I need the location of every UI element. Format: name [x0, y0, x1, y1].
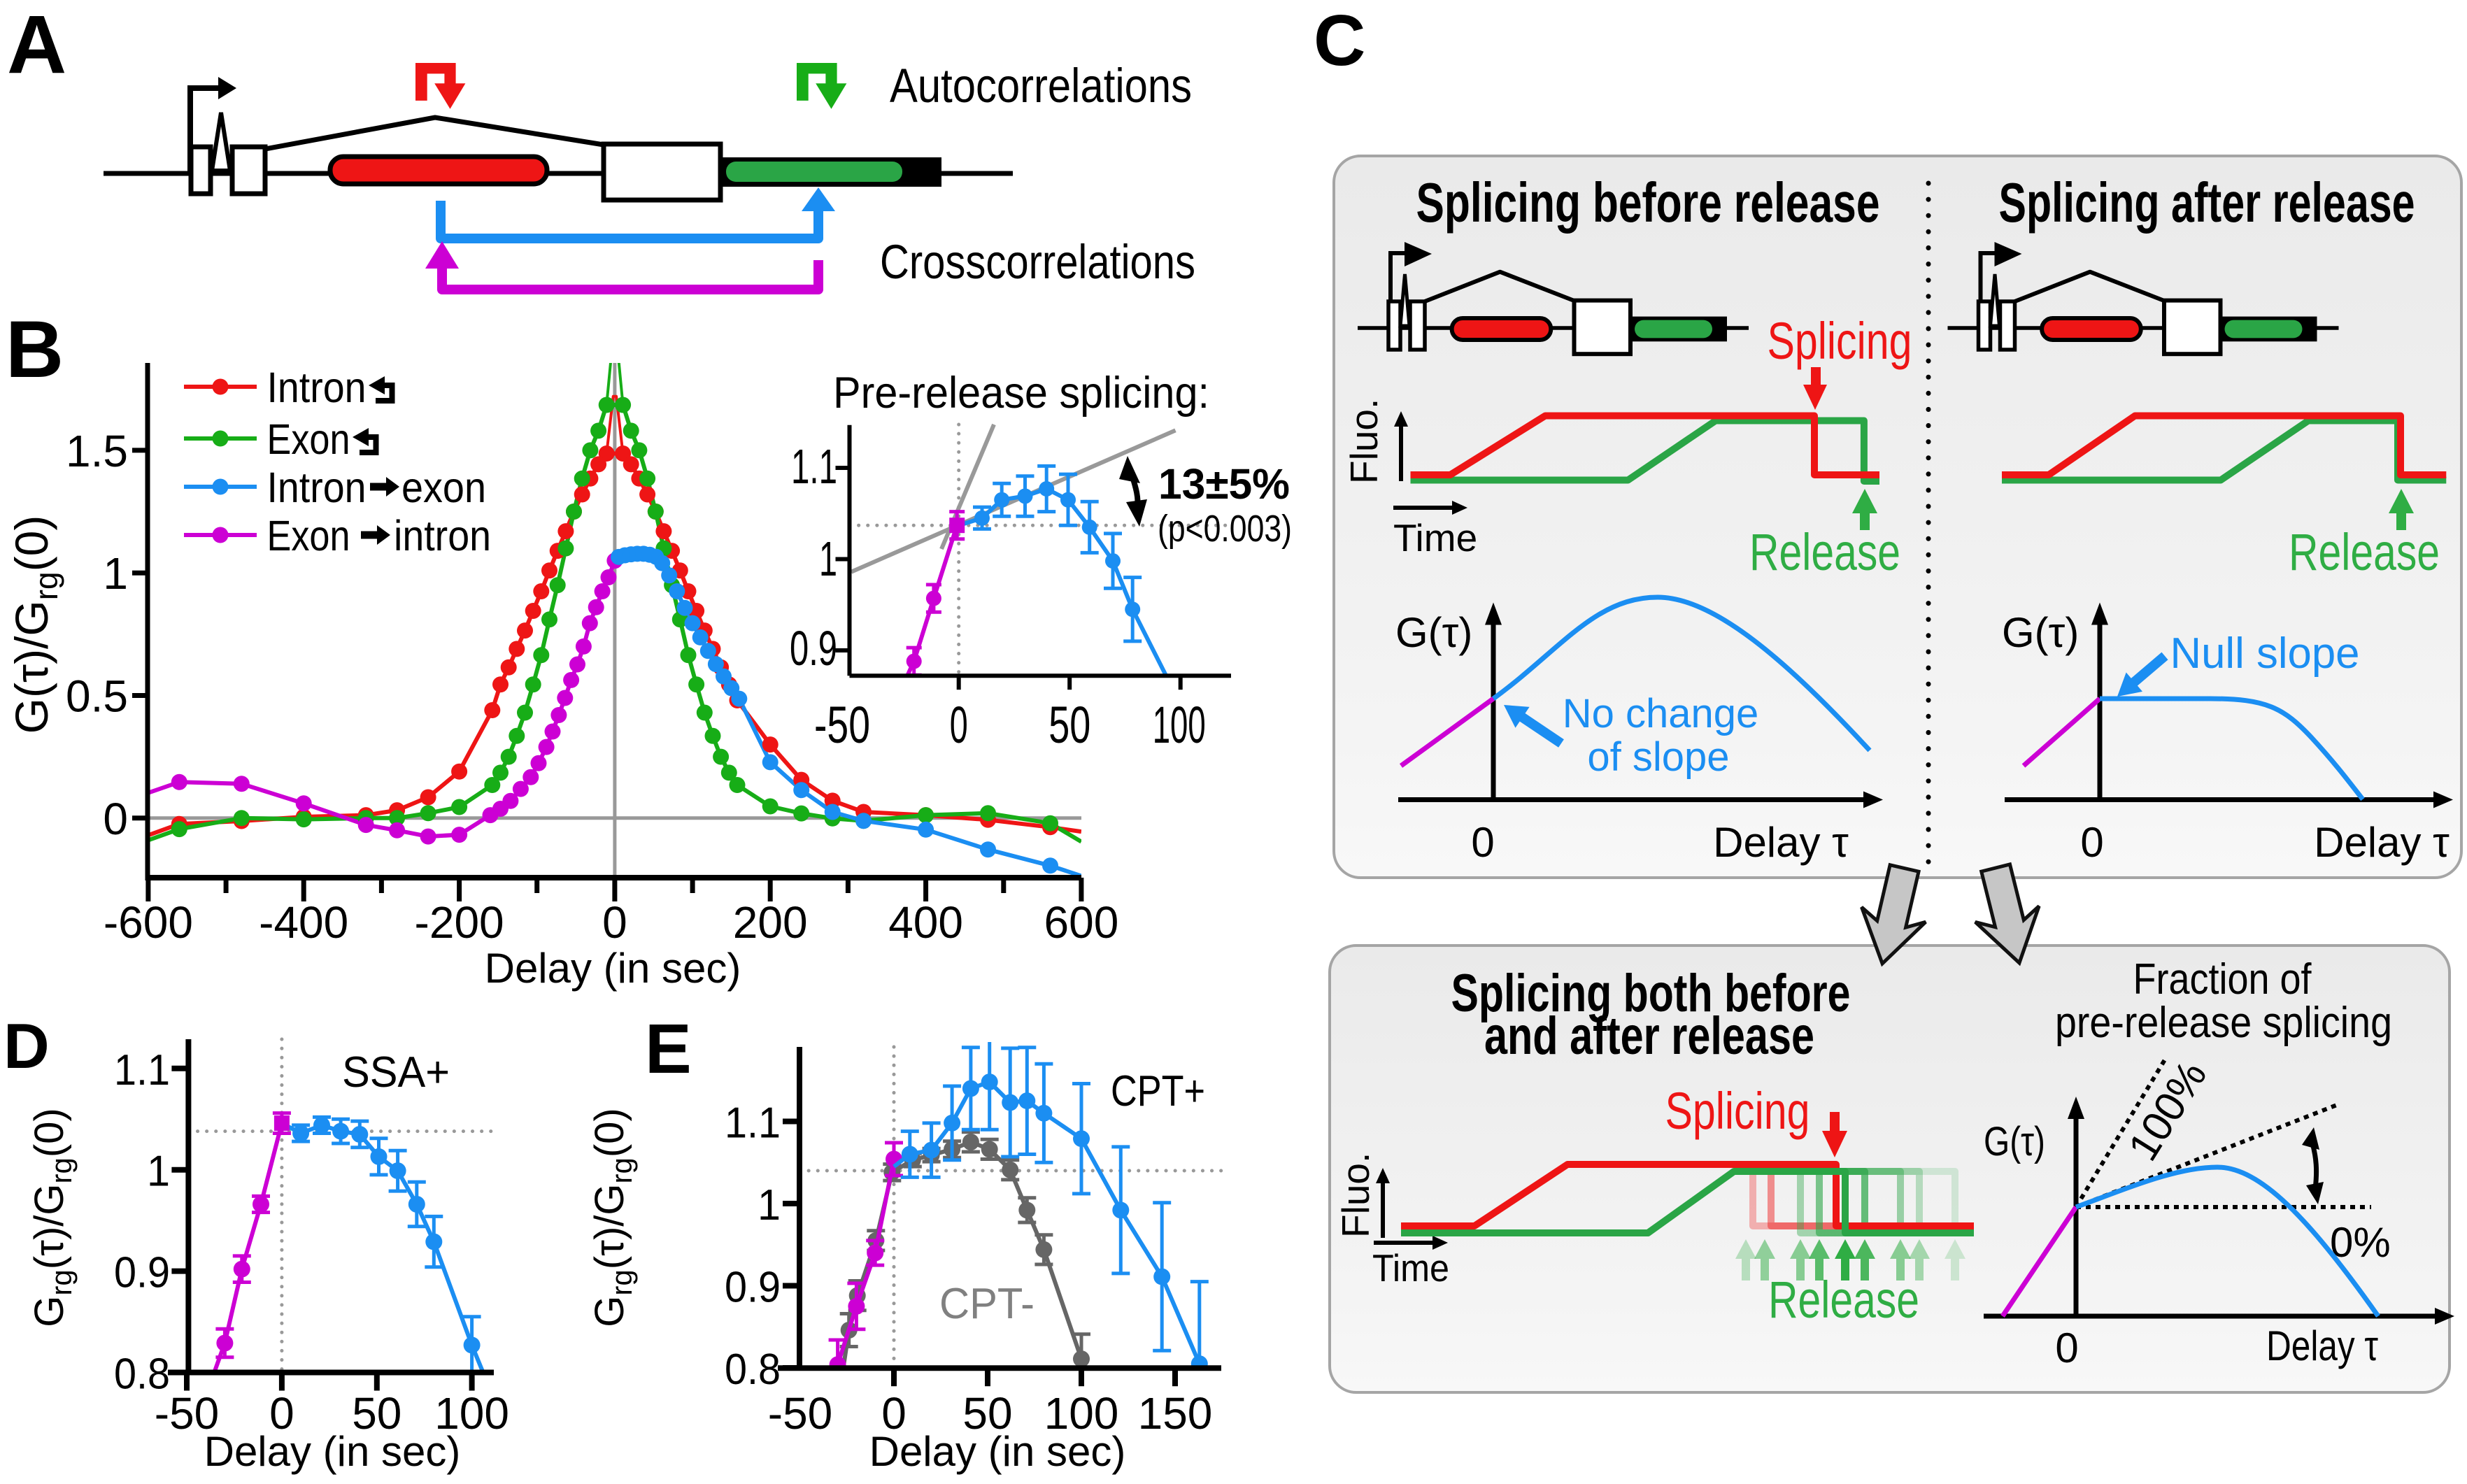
svg-text:1: 1 — [147, 1148, 170, 1196]
svg-text:100: 100 — [434, 1388, 509, 1439]
svg-text:Null slope: Null slope — [2170, 629, 2360, 678]
svg-text:B: B — [6, 305, 64, 394]
svg-text:Splicing both before: Splicing both before — [1451, 964, 1851, 1023]
svg-text:Time: Time — [1393, 516, 1477, 559]
svg-text:Splicing after release: Splicing after release — [1999, 171, 2415, 234]
svg-text:100: 100 — [1153, 696, 1206, 754]
svg-text:13±5%: 13±5% — [1158, 460, 1290, 508]
svg-text:SSA+: SSA+ — [342, 1048, 450, 1097]
svg-text:1.1: 1.1 — [114, 1046, 170, 1094]
svg-text:Grg(τ)/Grg(0): Grg(τ)/Grg(0) — [587, 1108, 638, 1327]
svg-text:Fluo.: Fluo. — [1342, 399, 1386, 484]
svg-text:0%: 0% — [2330, 1219, 2391, 1266]
svg-text:-600: -600 — [104, 897, 193, 948]
svg-text:50: 50 — [1048, 696, 1090, 754]
svg-text:0.5: 0.5 — [66, 671, 128, 722]
svg-text:Crosscorrelations: Crosscorrelations — [880, 235, 1195, 289]
svg-text:Splicing: Splicing — [1665, 1082, 1810, 1140]
svg-text:(p<0.003): (p<0.003) — [1158, 508, 1292, 550]
svg-text:Release: Release — [1768, 1271, 1919, 1329]
svg-text:Fraction of: Fraction of — [2133, 955, 2312, 1004]
svg-text:Time: Time — [1372, 1246, 1449, 1290]
svg-text:Intron: Intron — [267, 464, 367, 511]
svg-text:C: C — [1314, 0, 1365, 80]
svg-text:G(τ): G(τ) — [1395, 609, 1472, 656]
svg-text:0: 0 — [950, 696, 968, 754]
svg-text:Delay (in sec): Delay (in sec) — [869, 1428, 1126, 1475]
svg-text:Exon: Exon — [267, 415, 350, 463]
svg-text:-200: -200 — [415, 897, 504, 948]
svg-text:50: 50 — [962, 1388, 1012, 1439]
svg-text:Delay (in sec): Delay (in sec) — [204, 1428, 461, 1475]
svg-text:CPT-: CPT- — [939, 1280, 1035, 1328]
svg-text:D: D — [3, 1011, 50, 1082]
svg-text:Pre-release splicing:: Pre-release splicing: — [833, 369, 1209, 418]
svg-text:CPT+: CPT+ — [1111, 1067, 1205, 1115]
svg-text:Fluo.: Fluo. — [1334, 1153, 1377, 1238]
svg-text:600: 600 — [1044, 897, 1119, 948]
svg-text:0.8: 0.8 — [114, 1350, 170, 1399]
svg-text:exon: exon — [401, 464, 486, 511]
svg-text:-50: -50 — [768, 1388, 833, 1439]
svg-text:1: 1 — [819, 531, 837, 586]
svg-text:1: 1 — [103, 548, 128, 599]
svg-text:and after release: and after release — [1484, 1006, 1814, 1066]
svg-text:Release: Release — [2289, 523, 2440, 581]
svg-text:0: 0 — [103, 794, 128, 844]
svg-text:Delay τ: Delay τ — [1713, 819, 1849, 866]
svg-text:0: 0 — [881, 1388, 907, 1439]
svg-text:0: 0 — [2055, 1325, 2078, 1371]
svg-text:Delay τ: Delay τ — [2314, 819, 2450, 866]
svg-text:Intron: Intron — [267, 364, 367, 411]
svg-text:Exon: Exon — [267, 512, 350, 559]
svg-text:of slope: of slope — [1587, 734, 1729, 780]
svg-text:0.8: 0.8 — [725, 1346, 781, 1394]
svg-text:0.9: 0.9 — [790, 621, 837, 676]
svg-text:100: 100 — [1044, 1388, 1119, 1439]
svg-text:G(τ): G(τ) — [1984, 1119, 2045, 1164]
svg-text:1: 1 — [758, 1181, 781, 1229]
svg-text:50: 50 — [352, 1388, 401, 1439]
svg-text:G(τ)/Grg(0): G(τ)/Grg(0) — [6, 515, 64, 734]
svg-text:-400: -400 — [259, 897, 348, 948]
svg-text:0: 0 — [1471, 819, 1494, 866]
svg-text:intron: intron — [394, 512, 491, 559]
svg-text:Splicing: Splicing — [1768, 312, 1912, 370]
svg-text:0: 0 — [2080, 819, 2103, 866]
svg-text:G(τ): G(τ) — [2002, 609, 2079, 656]
svg-text:0.9: 0.9 — [725, 1264, 781, 1312]
svg-text:1.1: 1.1 — [725, 1099, 781, 1148]
svg-text:1.5: 1.5 — [66, 426, 128, 476]
svg-text:0.9: 0.9 — [114, 1249, 170, 1297]
svg-text:E: E — [645, 1010, 692, 1088]
svg-text:0: 0 — [269, 1388, 294, 1439]
svg-text:-50: -50 — [814, 696, 870, 754]
svg-text:Delay (in sec): Delay (in sec) — [485, 945, 741, 992]
svg-text:A: A — [7, 0, 66, 91]
svg-text:Delay τ: Delay τ — [2266, 1322, 2378, 1369]
svg-text:-50: -50 — [155, 1388, 220, 1439]
svg-text:Autocorrelations: Autocorrelations — [890, 59, 1192, 113]
svg-text:Release: Release — [1749, 523, 1900, 581]
svg-text:No change: No change — [1563, 691, 1759, 736]
svg-text:pre-release splicing: pre-release splicing — [2055, 999, 2392, 1047]
svg-text:150: 150 — [1138, 1388, 1213, 1439]
svg-text:1.1: 1.1 — [791, 439, 837, 494]
svg-text:0: 0 — [602, 897, 627, 948]
svg-text:400: 400 — [888, 897, 963, 948]
svg-text:Splicing before release: Splicing before release — [1416, 171, 1880, 234]
svg-text:200: 200 — [733, 897, 808, 948]
